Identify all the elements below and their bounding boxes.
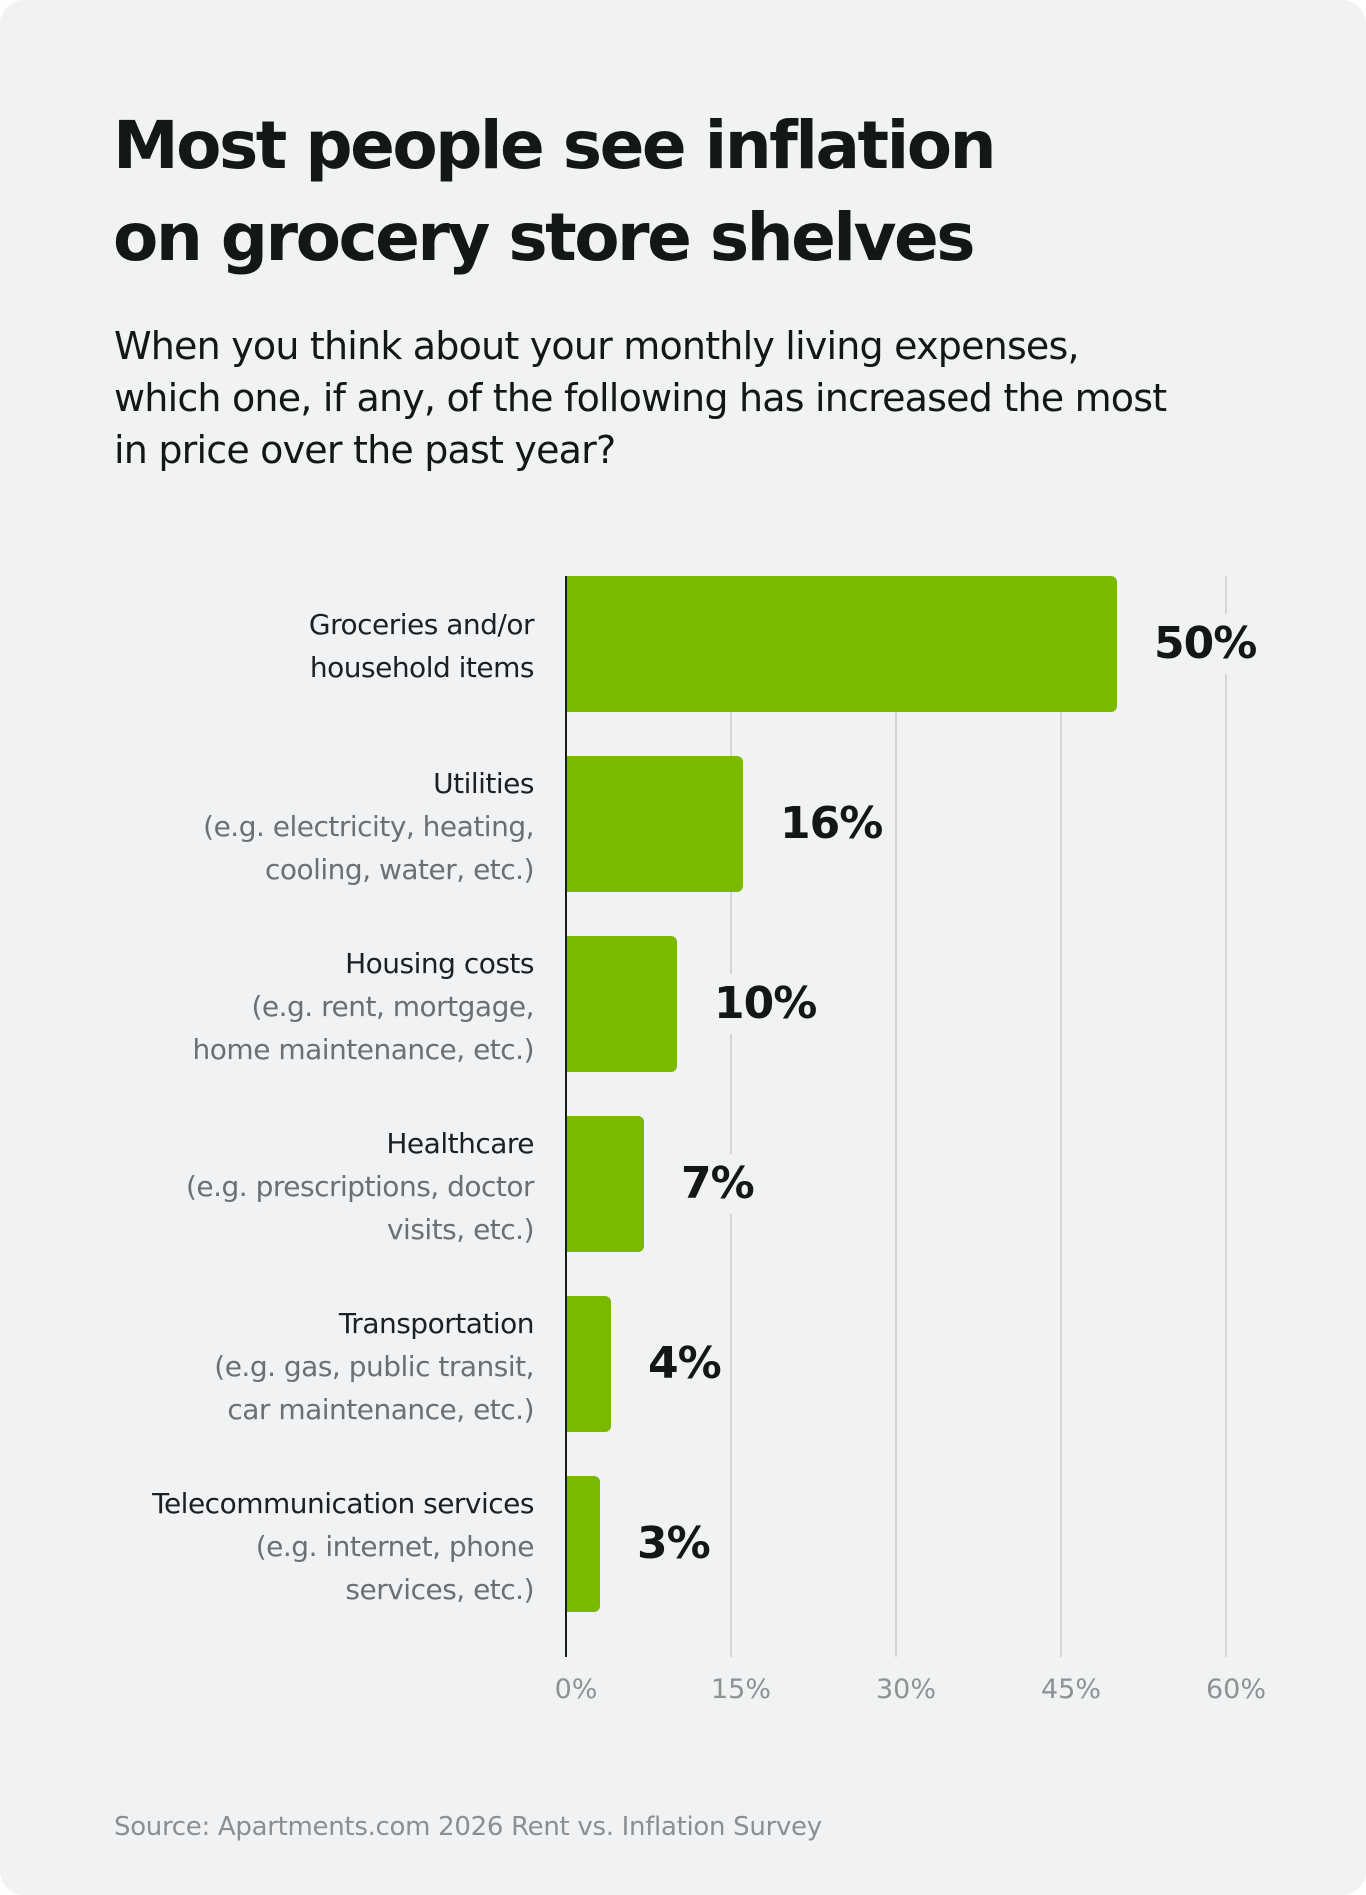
category-label: Telecommunication services (e.g. internet… [60, 1482, 534, 1611]
bar [567, 1116, 644, 1252]
y-axis-line [565, 576, 567, 1657]
category-label: Groceries and/or household items [60, 603, 535, 689]
title-line-1: Most people see inflation [113, 107, 997, 184]
bar [567, 576, 1117, 712]
x-tick-label: 45% [1040, 1674, 1101, 1705]
category-examples: (e.g. prescriptions, doctor [185, 1169, 535, 1203]
category-examples: (e.g. rent, mortgage, [251, 989, 534, 1023]
bar-value-label: 16% [774, 794, 889, 854]
category-label: Healthcare (e.g. prescriptions, doctor vis… [60, 1122, 535, 1251]
gridline [895, 576, 897, 1657]
survey-question: When you think about your monthly living… [114, 324, 1167, 472]
bar-value-label: 10% [708, 974, 823, 1034]
category-name: Transportation [338, 1306, 535, 1340]
category-examples: visits, etc.) [386, 1212, 535, 1246]
bar-value-label: 3% [631, 1514, 716, 1574]
category-name: household items [309, 651, 535, 684]
category-name: Groceries and/or [308, 608, 535, 641]
category-examples: (e.g. internet, phone [255, 1529, 535, 1563]
category-examples: services, etc.) [345, 1572, 534, 1606]
category-examples: (e.g. gas, public transit, [214, 1349, 534, 1383]
category-name: Healthcare [386, 1126, 534, 1160]
category-label: Utilities (e.g. electricity, heating, cool… [60, 762, 534, 891]
category-label: Transportation (e.g. gas, public transit,… [60, 1302, 534, 1431]
category-name: Telecommunication services [152, 1486, 534, 1520]
gridline [1060, 576, 1062, 1657]
category-examples: car maintenance, etc.) [227, 1392, 534, 1426]
category-examples: cooling, water, etc.) [264, 852, 535, 886]
category-examples: (e.g. electricity, heating, [203, 809, 534, 843]
source-note: Source: Apartments.com 2026 Rent vs. Inf… [114, 1812, 822, 1842]
x-tick-label: 15% [710, 1674, 771, 1705]
gridline [1225, 576, 1227, 1657]
bar-value-label: 4% [642, 1334, 727, 1394]
bar [567, 756, 743, 892]
x-tick-label: 0% [554, 1674, 598, 1705]
bar [567, 1476, 600, 1612]
title-line-2: on grocery store shelves [113, 199, 976, 276]
gridline [730, 576, 732, 1657]
bar-value-label: 50% [1148, 614, 1263, 674]
category-name: Housing costs [345, 946, 534, 980]
bar-value-label: 7% [675, 1154, 760, 1214]
page-title: Most people see inflation on grocery sto… [113, 100, 1213, 284]
category-name: Utilities [433, 766, 534, 800]
category-label: Housing costs (e.g. rent, mortgage, home m… [60, 942, 535, 1071]
x-tick-label: 30% [875, 1674, 936, 1705]
x-tick-label: 60% [1205, 1674, 1266, 1705]
bar [567, 1296, 611, 1432]
category-examples: home maintenance, etc.) [192, 1032, 535, 1066]
bar [567, 936, 677, 1072]
